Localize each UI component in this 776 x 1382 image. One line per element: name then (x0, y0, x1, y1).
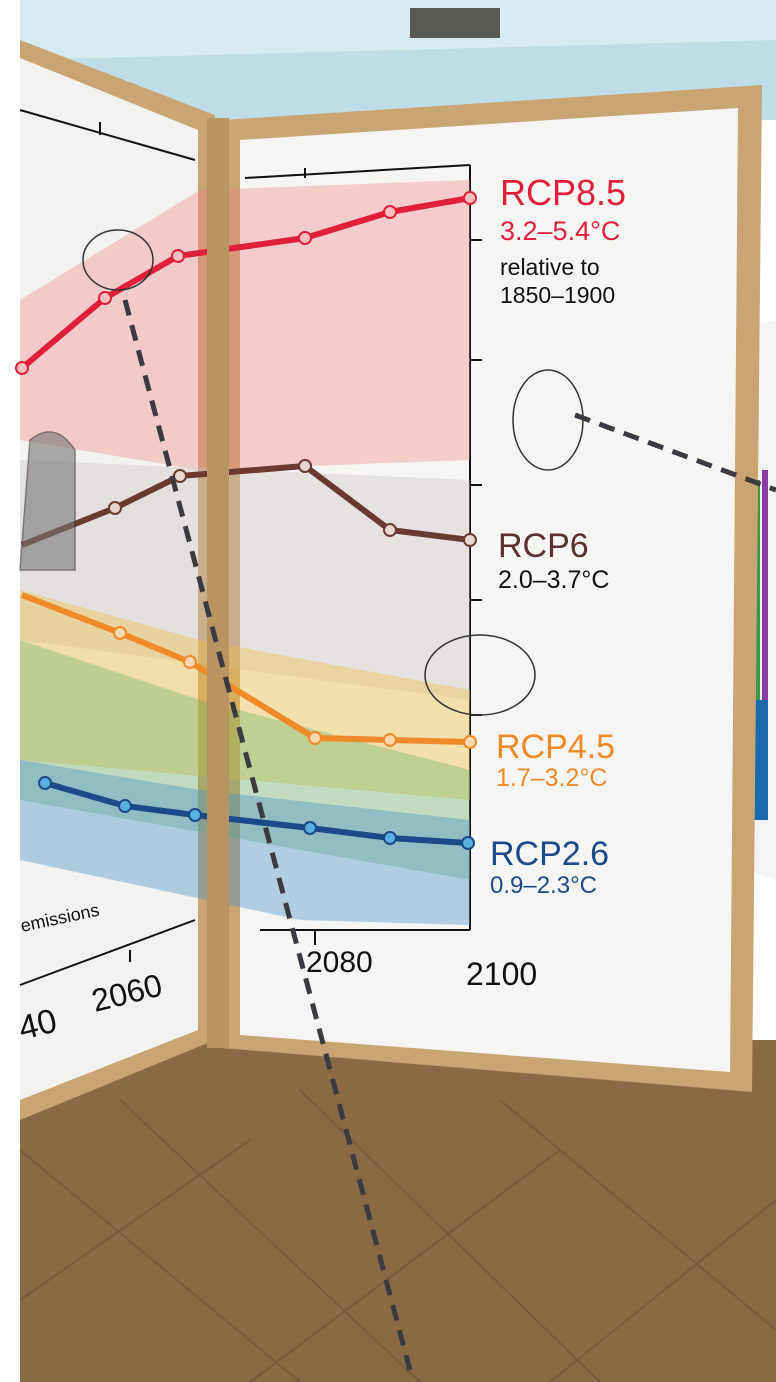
scenario-name: RCP2.6 (490, 835, 609, 873)
x-axis-label: 2080 (306, 946, 373, 979)
page: 2019 (0, 0, 776, 1382)
scenario-name: RCP4.5 (496, 728, 615, 766)
scenario-name: RCP8.5 (500, 172, 626, 213)
photo: 2019 (0, 0, 776, 1382)
scenario-range: 0.9–2.3°C (490, 872, 597, 899)
reference-note: 1850–1900 (500, 282, 615, 308)
reference-note: relative to (500, 254, 600, 280)
hinge (207, 118, 229, 1048)
scenario-name: RCP6 (498, 527, 589, 565)
scenario-range: 1.7–3.2°C (496, 764, 607, 792)
vent (410, 8, 500, 38)
scenario-range: 2.0–3.7°C (498, 566, 609, 594)
scenario-range: 3.2–5.4°C (500, 216, 620, 246)
x-axis-label: 2100 (466, 956, 537, 992)
